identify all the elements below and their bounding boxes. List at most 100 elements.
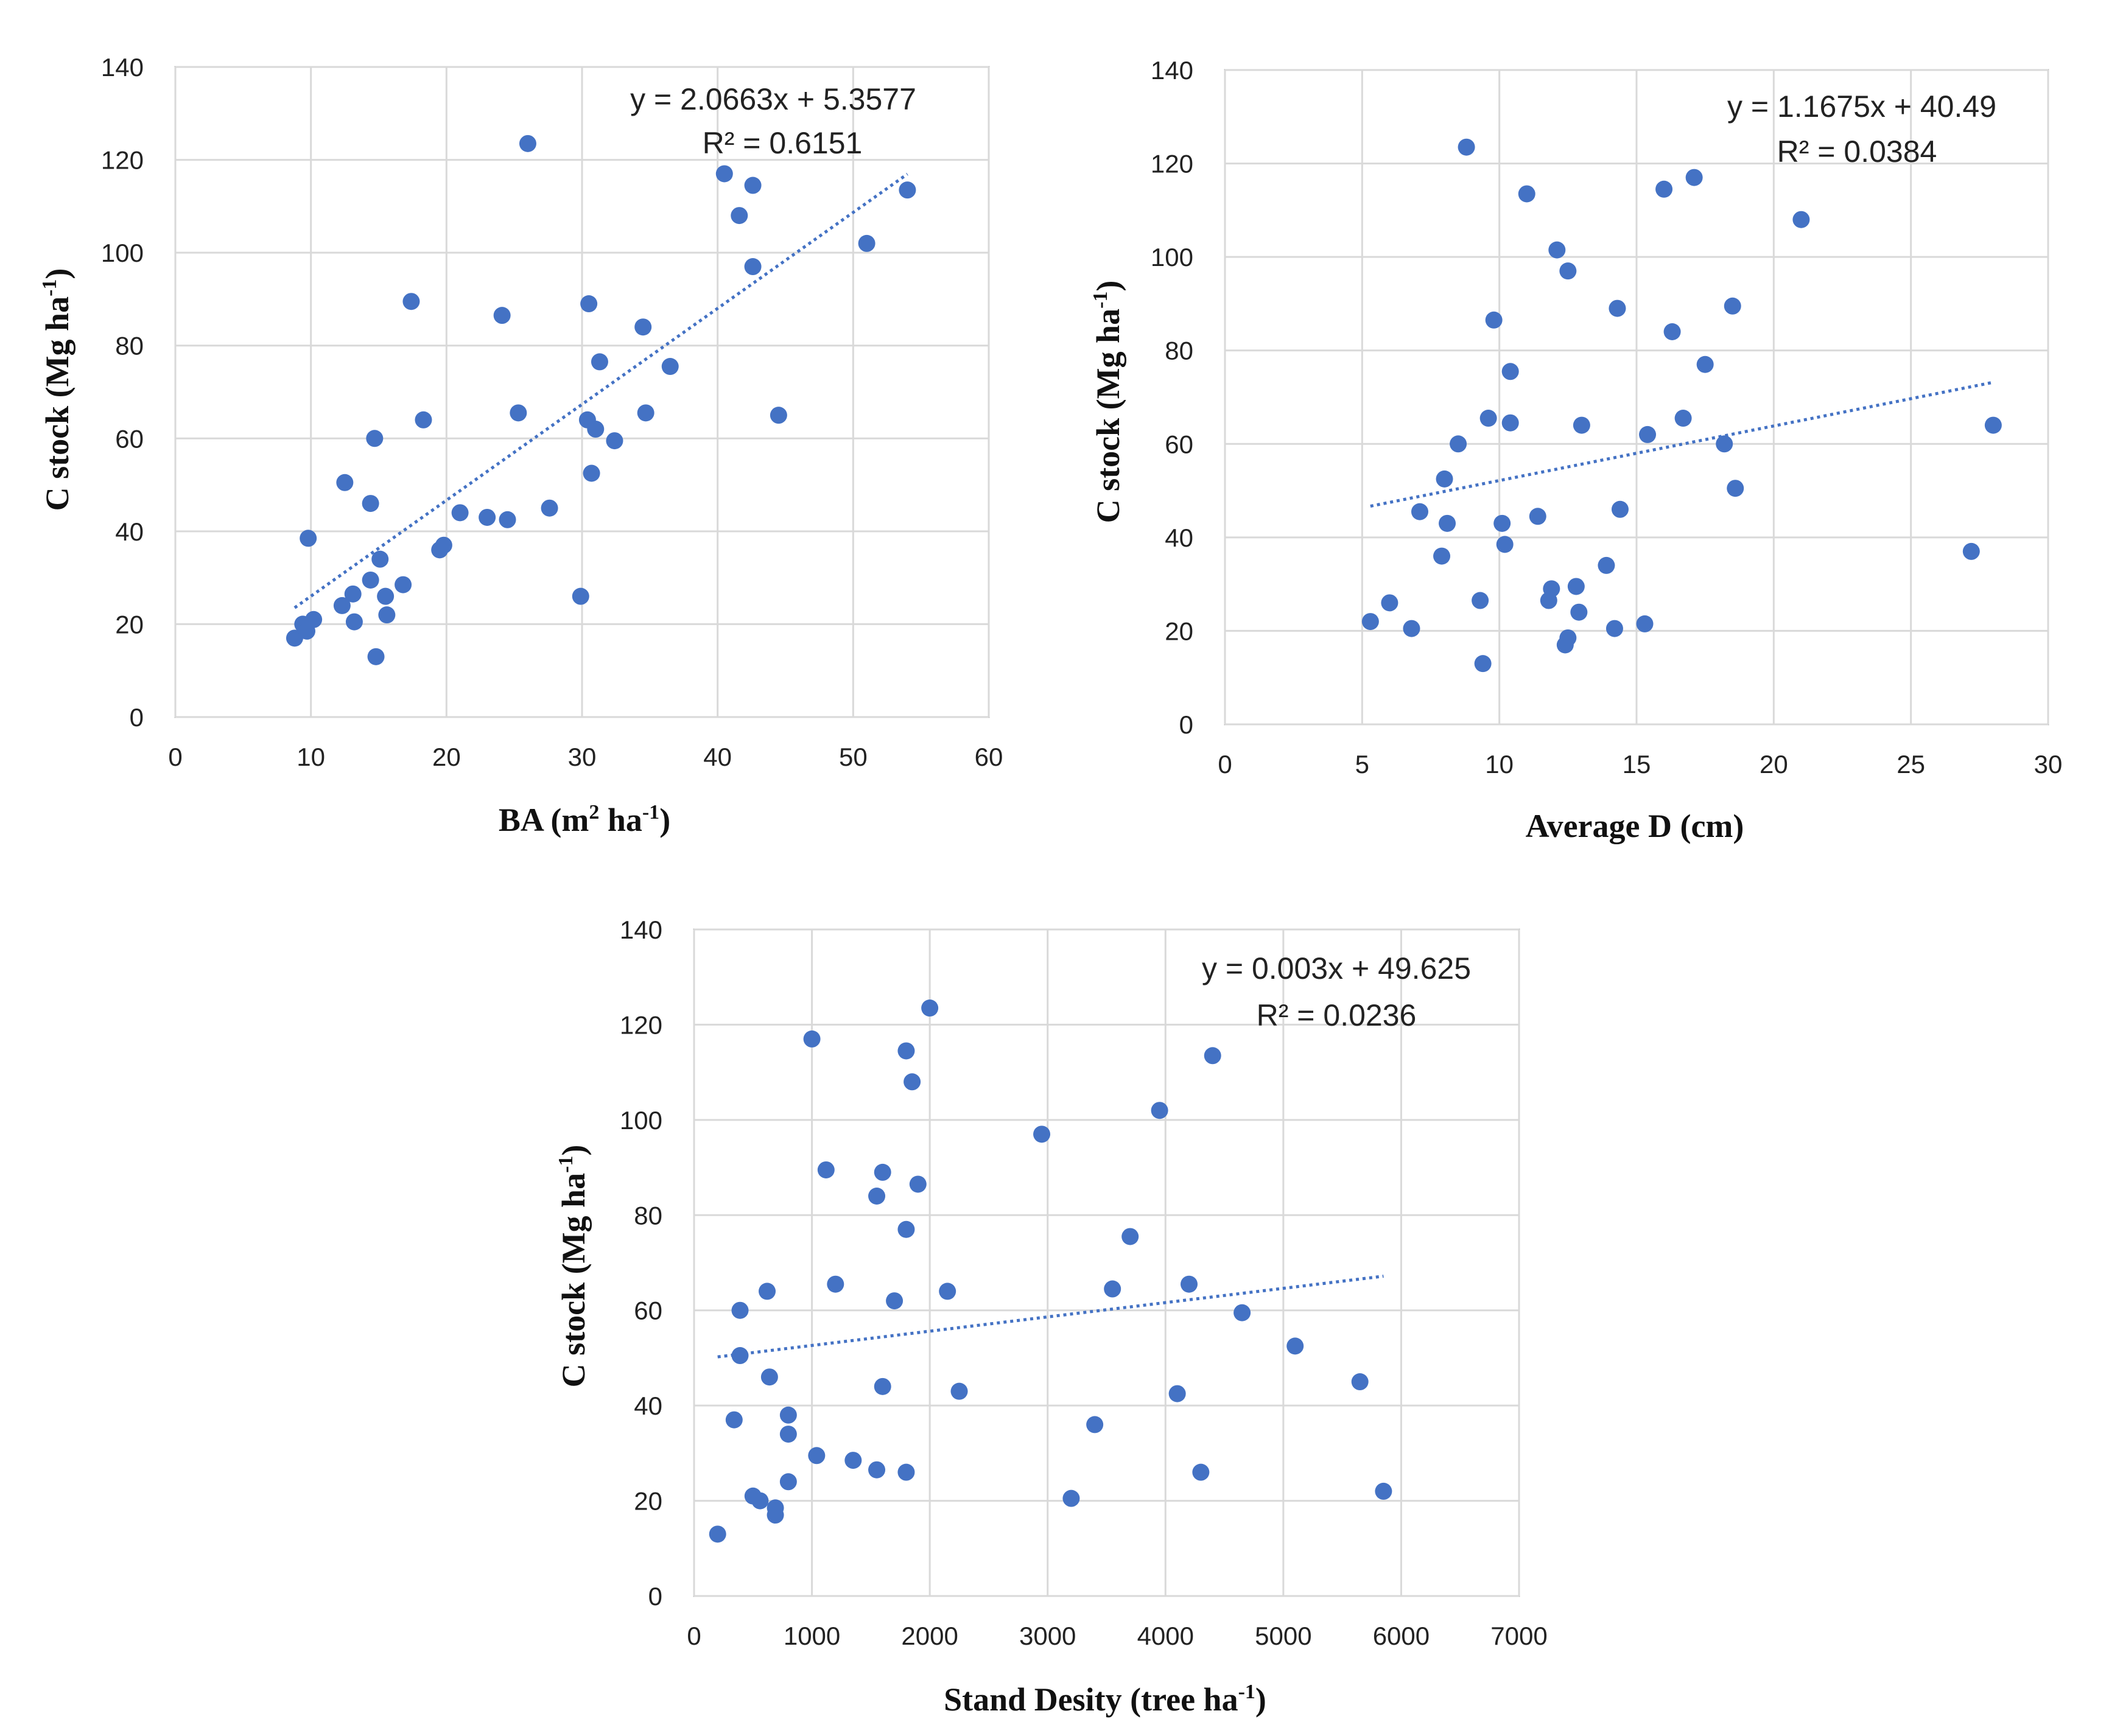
x-tick-label: 10: [1485, 750, 1514, 779]
data-point: [904, 1073, 921, 1091]
data-point: [1639, 425, 1657, 443]
chart-stand-density: 0 1000 2000 3000 4000 5000 6000 7000 0 20 40 60 80 10…: [555, 915, 1548, 1718]
data-point: [827, 1275, 844, 1293]
data-point: [1685, 169, 1703, 186]
data-point: [637, 404, 654, 422]
data-point: [634, 318, 652, 336]
data-point: [1192, 1463, 1210, 1481]
data-point: [1286, 1337, 1304, 1355]
data-point: [362, 495, 379, 513]
data-point: [1962, 542, 1980, 560]
data-point: [1485, 311, 1503, 329]
x-tick-label: 0: [687, 1622, 701, 1650]
y-tick-label: 80: [1165, 337, 1193, 365]
data-point: [897, 1220, 915, 1238]
y-tick-label: 140: [620, 915, 662, 944]
data-point: [1636, 615, 1654, 632]
data-point: [336, 474, 354, 491]
data-point: [1548, 241, 1566, 259]
data-point: [939, 1283, 956, 1300]
x-tick-label: 50: [839, 743, 868, 771]
x-axis-label: Average D (cm): [1526, 808, 1744, 844]
x-tick-label: 20: [1760, 750, 1788, 779]
data-point: [767, 1507, 784, 1524]
data-point: [1655, 180, 1673, 198]
y-tick-label: 80: [634, 1201, 662, 1230]
data-point: [779, 1406, 797, 1424]
data-point: [367, 648, 385, 665]
x-tick-label: 2000: [901, 1622, 958, 1650]
data-point: [1567, 578, 1585, 595]
equation-label: y = 1.1675x + 40.49: [1727, 89, 1996, 124]
data-point: [1233, 1304, 1251, 1321]
data-point: [415, 411, 432, 429]
data-point: [759, 1283, 776, 1300]
y-tick-label: 40: [634, 1391, 662, 1420]
x-tick-label: 20: [432, 743, 461, 771]
data-point: [1792, 211, 1810, 228]
data-point: [510, 404, 527, 422]
data-point: [1375, 1482, 1392, 1500]
x-tick-label: 60: [975, 743, 1003, 771]
data-point: [868, 1188, 886, 1205]
data-point: [1472, 592, 1489, 609]
y-tick-label: 0: [1179, 710, 1193, 739]
data-point: [1501, 414, 1519, 432]
data-point: [950, 1382, 968, 1400]
y-tick-label: 60: [634, 1297, 662, 1325]
x-tick-label: 0: [168, 743, 182, 771]
data-point: [874, 1377, 891, 1395]
y-axis-label: C stock (Mg ha-1): [555, 1145, 592, 1388]
y-tick-label: 80: [115, 332, 144, 360]
data-point: [1436, 470, 1453, 488]
y-tick-label: 100: [620, 1106, 662, 1135]
data-point: [1493, 514, 1511, 532]
data-point: [709, 1525, 726, 1543]
data-point: [886, 1292, 904, 1310]
data-point: [760, 1368, 778, 1386]
data-point: [1411, 503, 1428, 520]
data-point: [606, 432, 623, 450]
r2-label: R² = 0.6151: [703, 126, 863, 160]
x-tick-label: 1000: [784, 1622, 840, 1650]
r2-label: R² = 0.0236: [1257, 998, 1417, 1032]
data-point: [1570, 603, 1588, 621]
y-tick-label: 20: [1165, 617, 1193, 645]
data-point: [377, 587, 395, 605]
x-tick-label: 30: [568, 743, 597, 771]
data-point: [1496, 536, 1514, 553]
y-tick-label: 40: [115, 517, 144, 546]
data-point: [1573, 416, 1590, 434]
data-point: [395, 576, 412, 593]
data-point: [844, 1452, 862, 1469]
data-point: [779, 1473, 797, 1491]
data-point: [1543, 580, 1560, 598]
data-point: [1605, 620, 1623, 637]
data-point: [1104, 1280, 1121, 1298]
y-tick-label: 20: [115, 610, 144, 639]
trendline: [1370, 380, 1994, 508]
data-point: [744, 177, 762, 194]
data-point: [1559, 262, 1577, 280]
y-tick-label: 100: [1151, 243, 1193, 271]
data-point: [587, 421, 605, 438]
data-point: [541, 499, 558, 517]
data-point: [362, 571, 379, 589]
data-point: [817, 1161, 835, 1178]
data-point: [1501, 363, 1519, 380]
data-point: [909, 1175, 927, 1193]
data-point: [921, 999, 939, 1017]
data-point: [1458, 138, 1475, 156]
data-point: [1062, 1489, 1080, 1507]
x-tick-label: 4000: [1137, 1622, 1194, 1650]
y-axis-label: C stock (Mg ha-1): [1089, 281, 1126, 523]
y-tick-label: 140: [101, 53, 144, 82]
data-point: [661, 358, 679, 376]
data-point: [479, 508, 496, 526]
data-point: [1727, 480, 1744, 497]
data-point: [300, 530, 317, 547]
data-point: [583, 464, 600, 482]
data-point: [345, 613, 363, 631]
data-point: [779, 1426, 797, 1443]
